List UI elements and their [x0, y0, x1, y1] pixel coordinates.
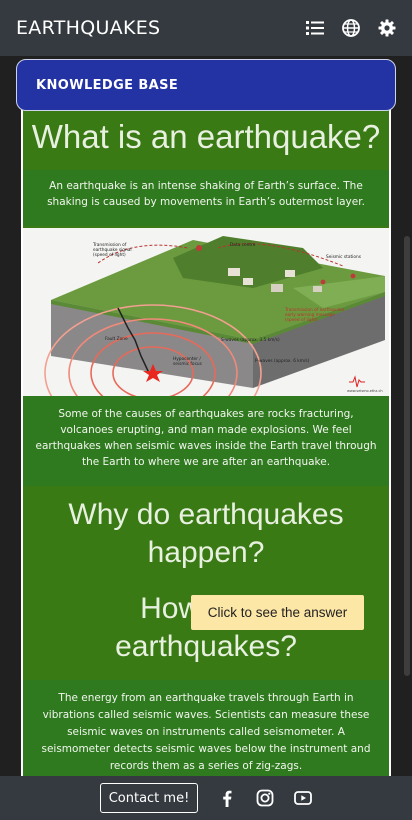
- youtube-icon[interactable]: [294, 789, 313, 807]
- scrollbar[interactable]: [404, 236, 410, 676]
- svg-text:early warning message: early warning message: [285, 312, 335, 318]
- diagram-credit: www.seismo.ethz.ch: [347, 389, 383, 393]
- earthquake-diagram: Transmission of earthquake signal (speed…: [23, 228, 389, 396]
- svg-text:earthquake signal: earthquake signal: [93, 247, 132, 253]
- diagram-label-seismic-stations: Seismic stations: [326, 254, 362, 260]
- earthquake-causes-text: Some of the causes of earthquakes are ro…: [23, 396, 389, 486]
- diagram-label-hypocenter: Hypocenter /: [173, 356, 201, 362]
- facebook-icon[interactable]: [218, 789, 236, 807]
- content-panel: What is an earthquake? An earthquake is …: [21, 104, 391, 776]
- diagram-label-fault-zone: Fault Zone: [105, 336, 128, 342]
- diagram-label-early-warning: Transmission of earthquake: [284, 307, 345, 313]
- how-measure-heading-end: earthquakes?: [115, 630, 297, 663]
- svg-text:seismic focus: seismic focus: [173, 361, 203, 367]
- contact-me-button[interactable]: Contact me!: [99, 783, 199, 813]
- why-earthquakes-heading[interactable]: Why do earthquakes happen?: [68, 498, 344, 569]
- svg-text:(speed of light): (speed of light): [93, 252, 126, 258]
- instagram-icon[interactable]: [256, 789, 274, 807]
- answer-tooltip: Click to see the answer: [191, 595, 364, 630]
- gear-icon[interactable]: [378, 19, 396, 37]
- how-measure-text: The energy from an earthquake travels th…: [23, 680, 389, 776]
- top-navbar: EARTHQUAKES: [0, 0, 412, 56]
- diagram-label-data-centre: Data centre: [230, 242, 256, 248]
- knowledge-base-button[interactable]: KNOWLEDGE BASE: [16, 59, 396, 111]
- globe-icon[interactable]: [342, 19, 360, 37]
- brand-title[interactable]: EARTHQUAKES: [16, 17, 161, 39]
- list-icon[interactable]: [306, 19, 324, 37]
- diagram-label-p-waves: P-waves (approx. 6 km/s): [255, 358, 310, 364]
- svg-text:(speed of light): (speed of light): [285, 317, 318, 323]
- footer: Contact me!: [0, 776, 412, 820]
- what-is-earthquake-text: An earthquake is an intense shaking of E…: [23, 170, 389, 226]
- diagram-label-s-waves: S-waves (approx. 3.5 km/s): [221, 337, 280, 343]
- navbar-icons: [306, 19, 396, 37]
- what-is-earthquake-heading: What is an earthquake?: [31, 118, 381, 155]
- diagram-label-transmission-signal: Transmission of: [92, 242, 127, 248]
